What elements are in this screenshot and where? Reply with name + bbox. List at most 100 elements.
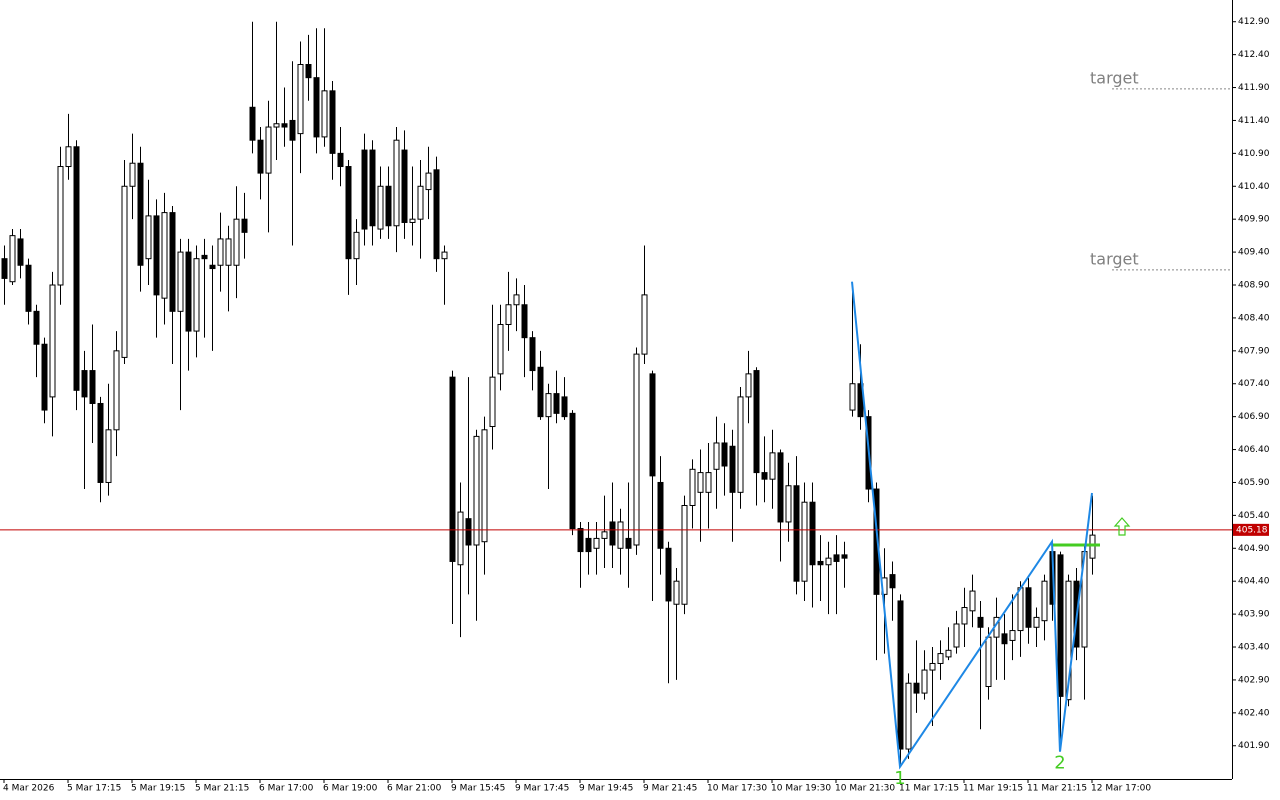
candle-body (633, 353, 640, 546)
candle-body (457, 511, 464, 566)
target-label: target (1090, 249, 1139, 268)
candle-body (241, 218, 248, 233)
candle-body (177, 251, 184, 312)
candle-body (289, 119, 296, 141)
candle-body (1089, 534, 1096, 559)
candle-body (249, 106, 256, 141)
candle-body (777, 452, 784, 523)
candle-body (41, 343, 48, 411)
candle-body (481, 429, 488, 543)
candle-body (209, 264, 216, 270)
candle-body (705, 472, 712, 493)
x-tick-label: 9 Mar 19:45 (579, 784, 633, 794)
candle-body (489, 376, 496, 428)
y-tick-label: 408.40 (1238, 313, 1270, 323)
candle-body (33, 310, 40, 345)
candle-body (385, 185, 392, 227)
candle-body (281, 123, 288, 128)
candle-body (537, 366, 544, 418)
candle-body (513, 294, 520, 306)
y-tick-label: 409.40 (1238, 248, 1270, 258)
candle-body (337, 152, 344, 168)
y-tick-label: 409.90 (1238, 215, 1270, 225)
candle-body (1, 258, 8, 279)
candle-body (753, 370, 760, 474)
candle-body (969, 590, 976, 612)
candle-body (1025, 587, 1032, 628)
candle-body (169, 212, 176, 312)
y-tick-label: 406.90 (1238, 412, 1270, 422)
y-tick-label: 403.90 (1238, 610, 1270, 620)
candle-body (441, 251, 448, 260)
candle-body (953, 623, 960, 648)
y-tick-label: 412.90 (1238, 17, 1270, 27)
x-tick-label: 10 Mar 19:30 (771, 784, 831, 794)
candle-body (929, 662, 936, 671)
x-tick-label: 12 Mar 17:00 (1091, 784, 1151, 794)
candle-body (361, 149, 368, 230)
candle-body (761, 472, 768, 480)
candle-body (353, 231, 360, 260)
candle-body (577, 528, 584, 553)
candle-body (817, 560, 824, 566)
y-tick-label: 407.90 (1238, 346, 1270, 356)
candle-body (257, 139, 264, 174)
candle-body (769, 452, 776, 480)
candle-body (1065, 580, 1072, 701)
candle-body (553, 393, 560, 414)
y-tick-label: 407.40 (1238, 379, 1270, 389)
x-tick-label: 5 Mar 17:15 (67, 784, 121, 794)
candle-body (841, 554, 848, 559)
candle-body (833, 554, 840, 562)
candle-body (1057, 554, 1064, 697)
y-tick-label: 405.40 (1238, 511, 1270, 521)
candle-body (793, 485, 800, 582)
candle-body (393, 139, 400, 227)
pattern-label: 1 (894, 768, 905, 789)
candle-body (321, 90, 328, 138)
candle-body (1001, 633, 1008, 645)
candle-body (81, 370, 88, 398)
x-tick-label: 9 Mar 21:45 (643, 784, 697, 794)
candle-body (305, 64, 312, 79)
candle-body (137, 162, 144, 266)
candle-body (217, 238, 224, 266)
candle-body (425, 172, 432, 191)
x-tick-label: 11 Mar 21:15 (1027, 784, 1087, 794)
candle-body (105, 429, 112, 483)
candle-body (641, 294, 648, 355)
x-tick-label: 6 Mar 19:00 (323, 784, 378, 794)
candle-body (617, 521, 624, 549)
candle-body (745, 373, 752, 398)
candle-body (9, 235, 16, 283)
candle-body (737, 396, 744, 493)
y-tick-label: 412.40 (1238, 50, 1270, 60)
candle-body (985, 636, 992, 688)
candle-body (665, 547, 672, 602)
pattern-label: 2 (1054, 753, 1065, 774)
candle-body (313, 77, 320, 138)
candle-body (1041, 580, 1048, 622)
candle-body (1033, 616, 1040, 628)
y-tick-label: 405.90 (1238, 478, 1270, 488)
candle-body (681, 505, 688, 605)
candle-body (729, 445, 736, 493)
candle-body (689, 468, 696, 507)
candle-body (57, 166, 64, 286)
candle-body (673, 580, 680, 605)
candle-body (521, 304, 528, 339)
plot: 412.90 412.40 411.90 411.40 410.90 410.40 409.… (0, 17, 1270, 794)
candle-body (961, 607, 968, 625)
candle-body (601, 531, 608, 539)
candle-body (809, 501, 816, 566)
candle-body (265, 126, 272, 174)
candle-body (825, 557, 832, 566)
candle-body (721, 442, 728, 467)
candle-body (401, 149, 408, 223)
candle-body (73, 146, 80, 391)
candle-body (801, 501, 808, 582)
y-tick-label: 411.40 (1238, 116, 1270, 126)
candle-body (25, 264, 32, 312)
candle-body (473, 435, 480, 546)
